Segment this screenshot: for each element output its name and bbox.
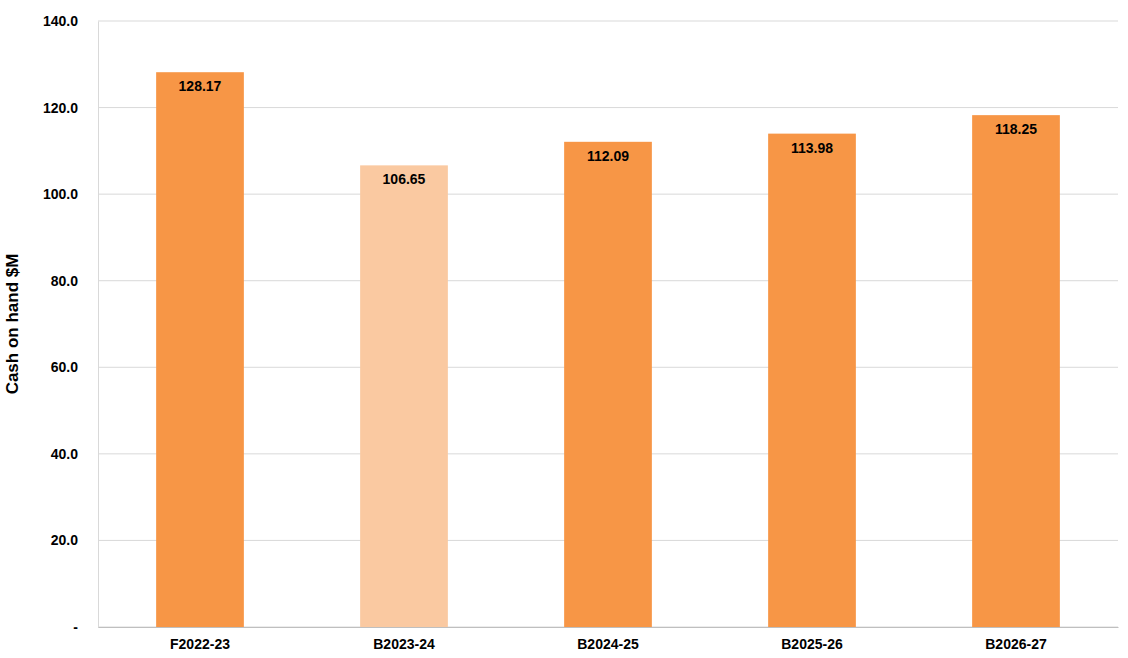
x-tick: F2022-23	[170, 627, 230, 652]
x-axis: F2022-23 B2023-24 B2024-25 B2025-26 B2026-27	[99, 627, 1119, 652]
y-tick: 120.0	[43, 100, 98, 116]
grid	[98, 21, 1118, 627]
x-tick-label: B2024-25	[577, 636, 639, 652]
y-tick-label: 60.0	[51, 359, 78, 375]
data-label: 113.98	[791, 140, 833, 156]
y-axis: - 20.0 40.0 60.0 80.0 100.0 120.0 140.0	[43, 13, 99, 635]
data-label: 112.09	[587, 148, 629, 164]
grid-line	[98, 107, 1118, 108]
bar	[768, 134, 856, 627]
grid-line	[98, 21, 1118, 22]
y-tick: 20.0	[51, 532, 98, 548]
data-label: 118.25	[995, 121, 1037, 137]
plot-area: - 20.0 40.0 60.0 80.0 100.0 120.0 140.0 F2022-23…	[43, 13, 1119, 652]
y-tick: 60.0	[51, 359, 98, 375]
bar	[360, 165, 448, 627]
x-tick: B2025-26	[781, 627, 843, 652]
data-labels: 128.17 106.65 112.09 113.98 118.25	[179, 78, 1038, 187]
y-axis-title: Cash on hand $M	[3, 254, 22, 395]
data-label: 106.65	[383, 171, 426, 187]
chart: - 20.0 40.0 60.0 80.0 100.0 120.0 140.0 F2022-23…	[0, 0, 1128, 658]
y-tick: 80.0	[51, 273, 98, 289]
y-tick-label: 140.0	[43, 13, 78, 29]
bars	[156, 72, 1060, 627]
y-axis-line	[98, 22, 99, 628]
x-tick-label: B2025-26	[781, 636, 843, 652]
y-tick-label: 80.0	[51, 273, 78, 289]
x-tick: B2023-24	[373, 627, 435, 652]
y-tick: 40.0	[51, 446, 98, 462]
y-tick-label: -	[73, 619, 78, 635]
x-tick: B2024-25	[577, 627, 639, 652]
y-tick-label: 120.0	[43, 100, 78, 116]
x-tick-label: F2022-23	[170, 636, 230, 652]
x-tick-label: B2023-24	[373, 636, 435, 652]
y-tick-label: 100.0	[43, 186, 78, 202]
x-axis-line	[99, 627, 1119, 628]
bar	[972, 115, 1060, 627]
bar	[156, 72, 244, 627]
y-tick: -	[73, 619, 98, 635]
bar	[564, 142, 652, 627]
data-label: 128.17	[179, 78, 222, 94]
y-tick-label: 40.0	[51, 446, 78, 462]
x-tick-label: B2026-27	[985, 636, 1047, 652]
y-tick-label: 20.0	[51, 532, 78, 548]
x-tick: B2026-27	[985, 627, 1047, 652]
y-tick: 100.0	[43, 186, 98, 202]
y-tick: 140.0	[43, 13, 98, 29]
